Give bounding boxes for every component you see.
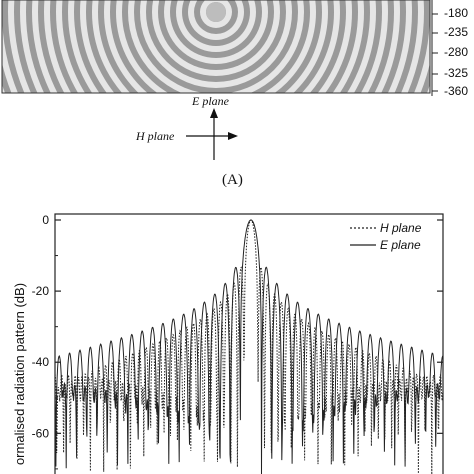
colorbar-tick-label: -235 <box>444 25 469 39</box>
ring-pattern-panel <box>1 0 438 96</box>
y-tick-label: 0 <box>42 213 49 227</box>
colorbar-tick-label: -325 <box>444 66 469 80</box>
e-plane-line <box>55 219 443 474</box>
ring-pattern-frame <box>1 0 431 94</box>
ring-pattern <box>2 0 430 93</box>
e-plane-arrowhead <box>210 108 218 118</box>
y-tick-label: -20 <box>32 284 50 298</box>
h-plane-label: H plane <box>136 129 175 143</box>
panel-a-label: (A) <box>222 172 243 188</box>
colorbar-tick-label: -360 <box>444 84 469 98</box>
legend-label-h-plane: H plane <box>380 221 422 235</box>
y-tick-label: -60 <box>32 426 50 440</box>
legend-label-e-plane: E plane <box>380 238 421 252</box>
y-tick-label: -40 <box>32 355 50 369</box>
radiation-pattern-chart: 0 -20 -40 -60 H plane E plane ormalised radi… <box>12 213 444 474</box>
ring-center <box>206 2 226 22</box>
series-e-plane <box>55 219 443 474</box>
legend: H plane E plane <box>350 221 422 252</box>
colorbar-tick-label: -280 <box>444 45 469 59</box>
colorbar-tick-label: -180 <box>444 6 469 20</box>
orientation-indicator <box>186 108 238 160</box>
h-plane-arrowhead <box>228 132 238 140</box>
y-axis-label: ormalised radiation pattern (dB) <box>12 283 27 465</box>
e-plane-label: E plane <box>192 94 229 108</box>
